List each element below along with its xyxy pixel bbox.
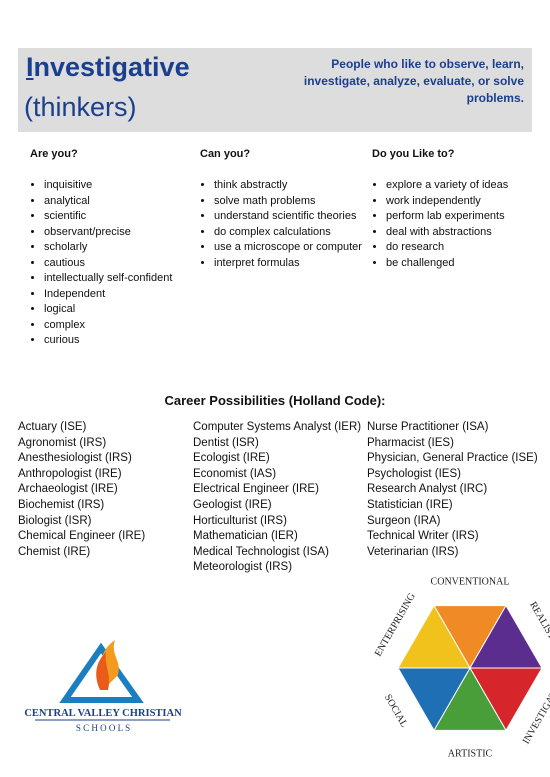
hexagon-wedge — [433, 667, 507, 731]
description: People who like to observe, learn, inves… — [303, 57, 524, 105]
bullet-item: deal with abstractions — [386, 225, 537, 241]
hexagon-wedge — [397, 667, 471, 732]
career-item: Physician, General Practice (ISE) — [367, 452, 538, 465]
bullet-item: cautious — [44, 256, 195, 272]
bullet-item: use a microscope or computer — [214, 240, 365, 256]
career-item: Research Analyst (IRC) — [367, 483, 488, 496]
bullet-item: Independent — [44, 287, 195, 303]
career-item: Dentist (ISR) — [193, 436, 259, 449]
logo: CENTRAL VALLEY CHRISTIAN S C H O O L S — [24, 640, 182, 733]
career-item: Chemist (IRE) — [18, 545, 91, 558]
career-column: Computer Systems Analyst (IER) Dentist (I… — [193, 420, 365, 576]
career-item: Psychologist (IES) — [367, 467, 461, 480]
career-item: Geologist (IRE) — [193, 498, 272, 511]
subtitle: (thinkers) — [24, 92, 137, 122]
hexagon-label: CONVENTIONAL — [431, 576, 510, 587]
career-item: Surgeon (IRA) — [367, 514, 441, 527]
career-item: Anthropologist (IRE) — [18, 467, 122, 480]
bullet-item: scientific — [44, 209, 195, 225]
career-item: Mathematician (IER) — [193, 530, 298, 543]
bullet-item: logical — [44, 302, 195, 318]
hexagon-wedge — [469, 604, 543, 669]
hexagon-wedge — [469, 667, 543, 732]
hexagon-label: INVESTIGATIVE — [521, 676, 550, 746]
bullet-item: inquisitive — [44, 178, 195, 194]
career-item: Nurse Practitioner (ISA) — [367, 421, 489, 433]
career-column: Actuary (ISE) Agronomist (IRS) Anesthesiol… — [18, 420, 190, 560]
bullet-list: think abstractlysolve math problemsunder… — [200, 178, 365, 271]
bullet-item: curious — [44, 333, 195, 349]
column-heading: Do you Like to? — [372, 148, 455, 160]
bullet-item: do research — [386, 240, 537, 256]
career-item: Electrical Engineer (IRE) — [193, 483, 319, 496]
career-item: Technical Writer (IRS) — [367, 530, 479, 543]
bullet-list: inquisitiveanalyticalscientificobservant… — [30, 178, 195, 349]
career-item: Statistician (IRE) — [367, 498, 453, 511]
bullet-item: work independently — [386, 194, 537, 210]
bullet-item: perform lab experiments — [386, 209, 537, 225]
hexagon-label: SOCIAL — [382, 693, 410, 730]
career-item: Archaeologist (IRE) — [18, 483, 118, 496]
hexagon-wedge — [397, 604, 471, 669]
bullet-item: solve math problems — [214, 194, 365, 210]
bullet-item: do complex calculations — [214, 225, 365, 241]
career-item: Meteorologist (IRS) — [193, 561, 293, 574]
column: Can you? think abstractlysolve math probl… — [200, 148, 365, 271]
hexagon-label: ARTISTIC — [448, 748, 493, 759]
career-item: Medical Technologist (ISA) — [193, 545, 329, 558]
career-item: Actuary (ISE) — [18, 421, 87, 433]
column: Do you Like to? explore a variety of idea… — [372, 148, 537, 271]
bullet-item: interpret formulas — [214, 256, 365, 272]
bullet-item: complex — [44, 318, 195, 334]
career-item: Economist (IAS) — [193, 467, 277, 480]
career-item: Chemical Engineer (IRE) — [18, 530, 146, 543]
column-heading: Are you? — [30, 148, 78, 160]
hexagon-label: ENTERPRISING — [373, 591, 418, 658]
bullet-list: explore a variety of ideaswork independe… — [372, 178, 537, 271]
career-item: Biologist (ISR) — [18, 514, 92, 527]
bullet-item: analytical — [44, 194, 195, 210]
logo-sub: S C H O O L S — [76, 723, 130, 733]
career-column: Nurse Practitioner (ISA) Pharmacist (IES)… — [367, 420, 539, 560]
hexagon: CONVENTIONAL REALISTIC INVESTIGATIVE ARTIST… — [373, 576, 550, 759]
career-item: Agronomist (IRS) — [18, 436, 107, 449]
logo-triangle — [59, 642, 144, 703]
column: Are you? inquisitiveanalyticalscientifico… — [30, 148, 195, 349]
column-heading: Can you? — [200, 148, 251, 160]
bullet-item: observant/precise — [44, 225, 195, 241]
career-item: Computer Systems Analyst (IER) — [193, 421, 362, 433]
logo-name: CENTRAL VALLEY CHRISTIAN — [24, 708, 182, 719]
bullet-item: scholarly — [44, 240, 195, 256]
hexagon-wedge — [433, 605, 507, 669]
bullet-item: explore a variety of ideas — [386, 178, 537, 194]
career-item: Pharmacist (IES) — [367, 436, 454, 449]
bullet-item: be challenged — [386, 256, 537, 272]
bullet-item: think abstractly — [214, 178, 365, 194]
career-item: Ecologist (IRE) — [193, 452, 270, 465]
career-item: Anesthesiologist (IRS) — [18, 452, 132, 465]
career-item: Horticulturist (IRS) — [193, 514, 287, 527]
logo-flame — [96, 652, 110, 690]
career-item: Biochemist (IRS) — [18, 498, 105, 511]
header: Investigative (thinkers) People who like… — [18, 48, 532, 132]
title: Investigative — [26, 52, 190, 82]
bullet-item: understand scientific theories — [214, 209, 365, 225]
bullet-item: intellectually self-confident — [44, 271, 195, 287]
careers-heading: Career Possibilities (Holland Code): — [164, 393, 386, 408]
hexagon-label: REALISTIC — [527, 600, 550, 650]
logo-flame — [100, 640, 119, 685]
career-item: Veterinarian (IRS) — [367, 545, 459, 558]
